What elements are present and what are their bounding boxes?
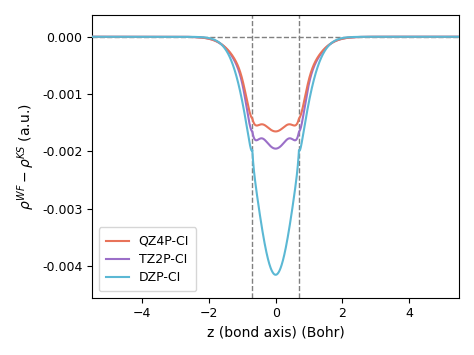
Line: QZ4P-CI: QZ4P-CI [92, 37, 459, 131]
DZP-CI [264, 251, 269, 255]
TZ2P-CI [427, 35, 432, 39]
QZ4P-CI [456, 35, 462, 39]
DZP-CI [244, 122, 249, 126]
QZ4P-CI [356, 35, 362, 39]
DZP-CI [273, 273, 278, 277]
TZ2P-CI [273, 147, 278, 151]
Line: DZP-CI: DZP-CI [92, 37, 459, 275]
DZP-CI [356, 35, 362, 39]
QZ4P-CI [445, 35, 451, 39]
DZP-CI [427, 35, 432, 39]
DZP-CI [456, 35, 462, 39]
DZP-CI [246, 139, 252, 143]
TZ2P-CI [90, 35, 95, 39]
QZ4P-CI [90, 35, 95, 39]
QZ4P-CI [244, 95, 249, 99]
DZP-CI [90, 35, 95, 39]
QZ4P-CI [427, 35, 432, 39]
X-axis label: z (bond axis) (Bohr): z (bond axis) (Bohr) [207, 326, 345, 340]
TZ2P-CI [244, 104, 249, 108]
TZ2P-CI [264, 140, 269, 144]
Legend: QZ4P-CI, TZ2P-CI, DZP-CI: QZ4P-CI, TZ2P-CI, DZP-CI [99, 228, 196, 291]
Line: TZ2P-CI: TZ2P-CI [92, 37, 459, 149]
QZ4P-CI [246, 109, 252, 113]
TZ2P-CI [356, 35, 362, 39]
TZ2P-CI [246, 120, 252, 125]
Y-axis label: $\rho^{WF} - \rho^{KS}$ (a.u.): $\rho^{WF} - \rho^{KS}$ (a.u.) [15, 103, 36, 210]
DZP-CI [445, 35, 451, 39]
QZ4P-CI [264, 124, 269, 129]
TZ2P-CI [456, 35, 462, 39]
QZ4P-CI [273, 129, 278, 133]
TZ2P-CI [445, 35, 451, 39]
